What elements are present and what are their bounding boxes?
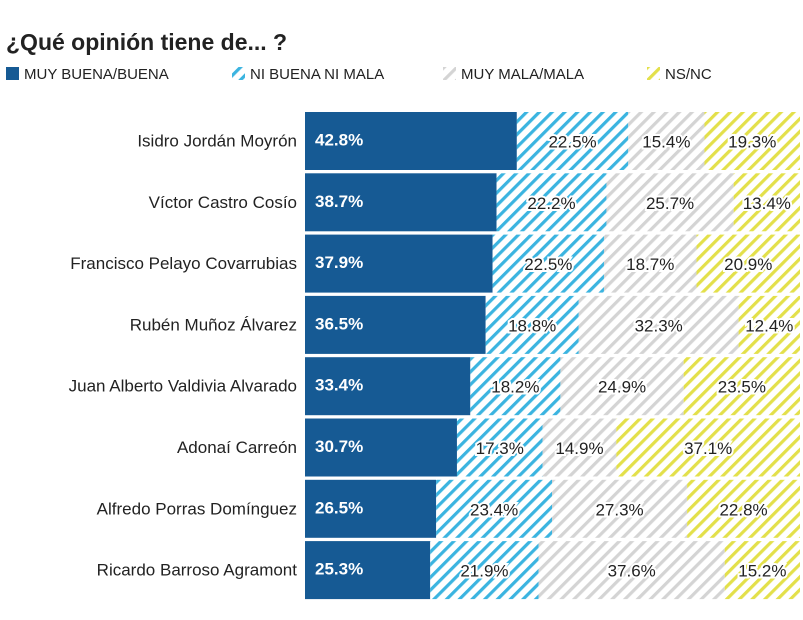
bar-segment — [628, 112, 705, 170]
category-label: Adonaí Carreón — [177, 438, 297, 457]
bar-segment — [470, 357, 561, 416]
bar-segment — [305, 357, 471, 416]
bar-segment — [516, 112, 629, 170]
value-label: 38.7% — [315, 192, 363, 211]
bar-segment — [305, 173, 497, 232]
value-label: 18.8% — [508, 316, 556, 335]
value-label: 15.2% — [738, 562, 786, 581]
bar-segment — [538, 541, 725, 600]
bar-segment — [603, 234, 697, 293]
legend-label: MUY BUENA/BUENA — [24, 66, 169, 83]
bar-segment — [436, 479, 553, 538]
category-label: Alfredo Porras Domínguez — [97, 499, 297, 518]
legend-label: MUY MALA/MALA — [461, 66, 584, 83]
legend-label: NS/NC — [665, 66, 712, 83]
value-label: 32.3% — [635, 316, 683, 335]
value-label: 20.9% — [724, 255, 772, 274]
value-label: 25.7% — [646, 194, 694, 213]
bar-segment — [616, 418, 800, 477]
bar-segment — [492, 234, 604, 293]
bar-segment — [738, 295, 800, 354]
bar-segment — [456, 418, 543, 477]
category-label: Víctor Castro Cosío — [149, 193, 297, 212]
category-label: Francisco Pelayo Covarrubias — [70, 254, 297, 273]
bar-segment — [305, 234, 493, 293]
value-label: 23.5% — [718, 378, 766, 397]
value-label: 24.9% — [598, 378, 646, 397]
value-label: 15.4% — [642, 132, 690, 151]
legend-swatch — [443, 67, 456, 80]
bar-segment — [305, 479, 437, 538]
value-label: 22.2% — [527, 194, 575, 213]
bar-segment — [578, 295, 739, 354]
value-label: 21.9% — [460, 562, 508, 581]
bar-segment — [542, 418, 617, 477]
value-label: 30.7% — [315, 437, 363, 456]
value-label: 37.1% — [684, 439, 732, 458]
value-label: 12.4% — [745, 316, 793, 335]
value-label: 33.4% — [315, 376, 363, 395]
bar-segment — [430, 541, 539, 600]
bar-segment — [683, 357, 800, 416]
legend-swatch — [6, 67, 19, 80]
value-label: 37.9% — [315, 253, 363, 272]
value-label: 25.3% — [315, 560, 363, 579]
value-label: 19.3% — [728, 132, 776, 151]
bar-segment — [704, 112, 800, 170]
value-label: 42.8% — [315, 130, 363, 149]
bar-segment — [687, 479, 800, 538]
bar-segment — [305, 541, 431, 600]
bar-segment — [305, 112, 517, 170]
bar-segment — [696, 234, 800, 293]
value-label: 17.3% — [476, 439, 524, 458]
bar-segment — [733, 173, 800, 232]
value-label: 22.8% — [719, 500, 767, 519]
bar-segment — [485, 295, 579, 354]
legend-swatch — [232, 67, 245, 80]
category-label: Isidro Jordán Moyrón — [137, 131, 297, 150]
bar-segment — [552, 479, 688, 538]
category-label: Rubén Muñoz Álvarez — [130, 315, 297, 334]
bar-segment — [560, 357, 684, 416]
legend-label: NI BUENA NI MALA — [250, 66, 384, 83]
value-label: 26.5% — [315, 498, 363, 517]
bar-segment — [606, 173, 734, 232]
chart-title: ¿Qué opinión tiene de... ? — [6, 29, 287, 55]
value-label: 22.5% — [524, 255, 572, 274]
category-label: Ricardo Barroso Agramont — [97, 561, 298, 580]
bar-segment — [496, 173, 607, 232]
value-label: 23.4% — [470, 500, 518, 519]
value-label: 14.9% — [555, 439, 603, 458]
bar-segment — [724, 541, 800, 600]
category-label: Juan Alberto Valdivia Alvarado — [69, 377, 297, 396]
value-label: 18.7% — [626, 255, 674, 274]
bar-segment — [305, 295, 486, 354]
value-label: 37.6% — [608, 562, 656, 581]
value-label: 13.4% — [743, 194, 791, 213]
bar-segment — [305, 418, 457, 477]
value-label: 36.5% — [315, 314, 363, 333]
legend-swatch — [647, 67, 660, 80]
value-label: 18.2% — [491, 378, 539, 397]
value-label: 22.5% — [548, 132, 596, 151]
value-label: 27.3% — [595, 500, 643, 519]
